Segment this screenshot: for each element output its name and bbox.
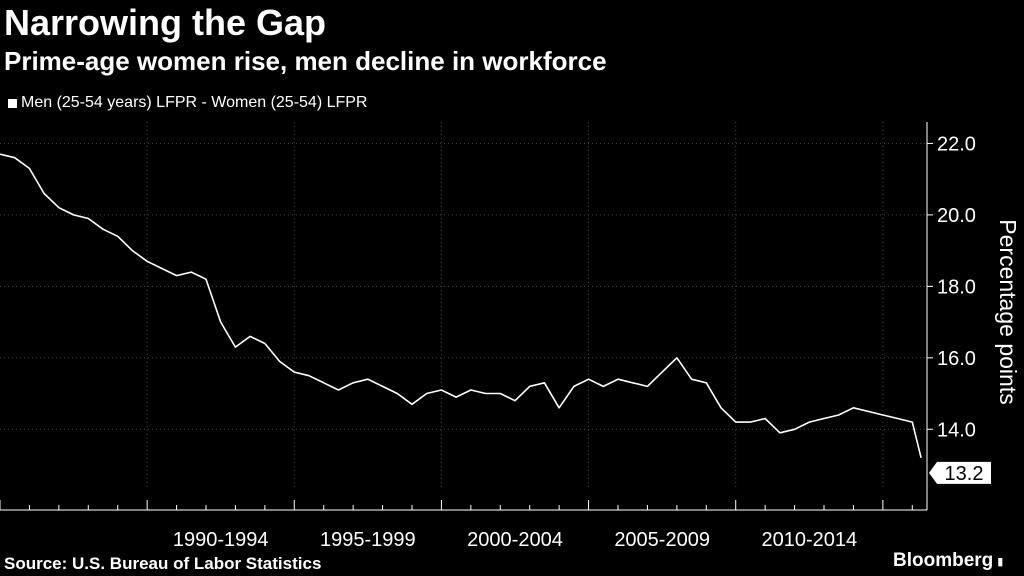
y-tick-label: 14.0 <box>937 419 976 441</box>
chart-subtitle: Prime-age women rise, men decline in wor… <box>4 46 607 76</box>
chart-title: Narrowing the Gap <box>4 2 327 43</box>
y-tick-label: 18.0 <box>937 276 976 298</box>
brand-name: Bloomberg <box>893 550 994 571</box>
source-note: Source: U.S. Bureau of Labor Statistics <box>4 554 322 573</box>
y-tick-label: 22.0 <box>937 133 976 155</box>
y-axis-title: Percentage points <box>995 219 1021 404</box>
x-tick-label: 1990-1994 <box>173 529 269 551</box>
x-tick-label: 2010-2014 <box>761 529 857 551</box>
y-tick-label: 16.0 <box>937 348 976 370</box>
x-tick-label: 2005-2009 <box>614 529 710 551</box>
legend-swatch <box>8 98 17 108</box>
last-value-callout <box>929 461 991 484</box>
y-tick-label: 20.0 <box>937 205 976 227</box>
series-line <box>0 153 922 458</box>
bar-chart-icon: ▮ <box>997 555 1004 568</box>
x-tick-label: 1995-1999 <box>320 529 416 551</box>
legend: Men (25-54 years) LFPR - Women (25-54) L… <box>8 94 367 112</box>
last-value-label: 13.2 <box>945 463 984 485</box>
legend-label: Men (25-54 years) LFPR - Women (25-54) L… <box>21 94 368 111</box>
brand-logo: Bloomberg ▮ <box>893 550 1003 572</box>
x-tick-label: 2000-2004 <box>467 529 563 551</box>
